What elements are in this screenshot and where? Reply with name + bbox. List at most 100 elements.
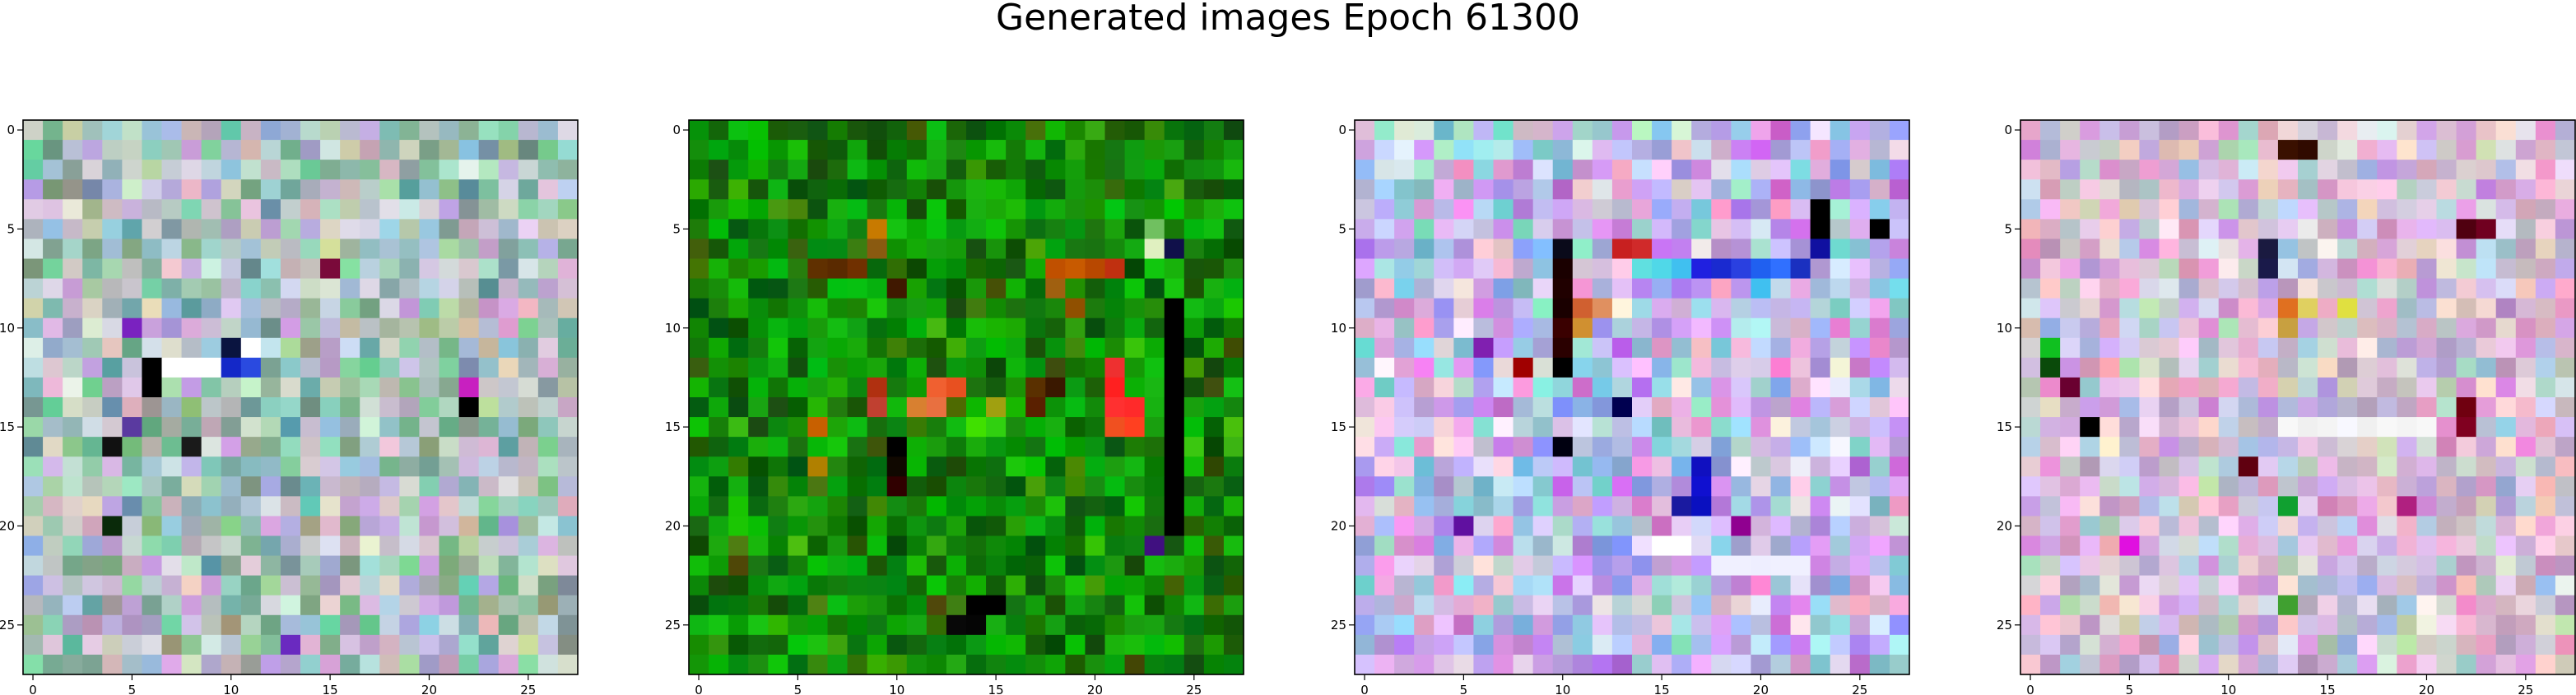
heatmap-cell [2178,258,2200,280]
heatmap-cell [827,377,849,398]
heatmap-cell [2318,199,2338,220]
heatmap-cell [82,199,103,220]
heatmap-cell [557,278,579,299]
heatmap-cell [1124,634,1146,656]
heatmap-cell [1711,555,1732,577]
heatmap-cell [2298,120,2318,141]
heatmap-cell [181,219,202,240]
heatmap-cell [1592,654,1613,675]
heatmap-cell [439,357,460,378]
heatmap-cell [1164,496,1185,517]
heatmap-cell [847,476,868,497]
heatmap-cell [2476,654,2497,675]
heatmap-cell [689,199,709,220]
heatmap-cell [1572,337,1593,359]
heatmap-cell [478,397,500,418]
heatmap-cell [360,456,380,477]
heatmap-cell [2178,614,2200,636]
heatmap-cell [1751,476,1772,497]
heatmap-cell [2456,417,2477,438]
heatmap-cell [748,654,769,675]
heatmap-cell [1513,595,1534,616]
heatmap-cell [2178,317,2200,339]
heatmap-cell [498,654,519,675]
heatmap-cell [439,595,460,616]
heatmap-cell [260,377,281,398]
heatmap-cell [2535,535,2556,557]
heatmap-cell [926,555,947,577]
heatmap-cell [788,535,809,557]
heatmap-cell [280,258,301,280]
heatmap-cell [161,219,183,240]
heatmap-cell [1394,140,1415,160]
heatmap-cell [240,555,262,577]
heatmap-cell [1493,298,1514,319]
heatmap-cell [2080,239,2100,260]
heatmap-cell [1572,120,1593,141]
heatmap-cell [2119,595,2141,616]
heatmap-cell [2257,258,2279,280]
heatmap-cell [1374,219,1395,240]
heatmap-cell [82,377,103,398]
heatmap-cell [1493,317,1514,339]
heatmap-cell [2436,595,2457,616]
heatmap-cell [240,199,262,220]
heatmap-cell [2198,476,2220,497]
heatmap-cell [2416,278,2438,299]
heatmap-cell [1632,456,1653,477]
heatmap-cell [1104,535,1126,557]
x-tick-label: 5 [128,683,137,695]
heatmap-cell [43,535,63,557]
heatmap-cell [1453,357,1475,378]
heatmap-cell [807,357,829,378]
heatmap-cell [1731,535,1752,557]
heatmap-cell [1513,397,1534,418]
heatmap-cell [1513,357,1534,378]
heatmap-cell [1611,298,1633,319]
heatmap-cell [1592,357,1613,378]
heatmap-cell [23,160,44,180]
heatmap-cell [478,535,500,557]
heatmap-cell [926,120,947,141]
heatmap-cell [2198,555,2220,577]
heatmap-cell [728,516,749,537]
heatmap-cell [2020,140,2041,160]
heatmap-cell [1691,535,1712,557]
heatmap-cell [2119,654,2141,675]
heatmap-cell [807,476,829,497]
heatmap-cell [1672,317,1692,339]
heatmap-cell [2476,516,2497,537]
heatmap-cell [1085,179,1106,200]
heatmap-cell [1124,575,1146,596]
heatmap-cell [2277,337,2299,359]
heatmap-cell [788,298,809,319]
heatmap-cell [2040,298,2061,319]
heatmap-cell [1164,634,1185,656]
heatmap-cell [847,654,868,675]
heatmap-cell [728,357,749,378]
heatmap-cell [1394,278,1415,299]
heatmap-cell [1453,555,1475,577]
heatmap-cell [748,417,769,438]
heatmap-cell [2198,496,2220,517]
heatmap-cell [2515,239,2536,260]
heatmap-cell [807,258,829,280]
heatmap-cell [867,595,888,616]
heatmap-cell [2159,595,2180,616]
heatmap-cell [2476,120,2497,141]
heatmap-cell [1355,120,1375,141]
heatmap-cell [399,337,421,359]
heatmap-cell [1572,496,1593,517]
heatmap-cell [1223,317,1244,339]
heatmap-cell [1592,496,1613,517]
heatmap-cell [1552,634,1574,656]
heatmap-cell [320,199,341,220]
heatmap-cell [1065,357,1086,378]
heatmap-cell [2099,120,2120,141]
heatmap-cell [709,120,729,141]
heatmap-cell [2436,160,2457,180]
heatmap-cell [201,654,222,675]
heatmap-cell [1025,298,1046,319]
heatmap-cell [300,535,321,557]
heatmap-cell [1394,437,1415,457]
